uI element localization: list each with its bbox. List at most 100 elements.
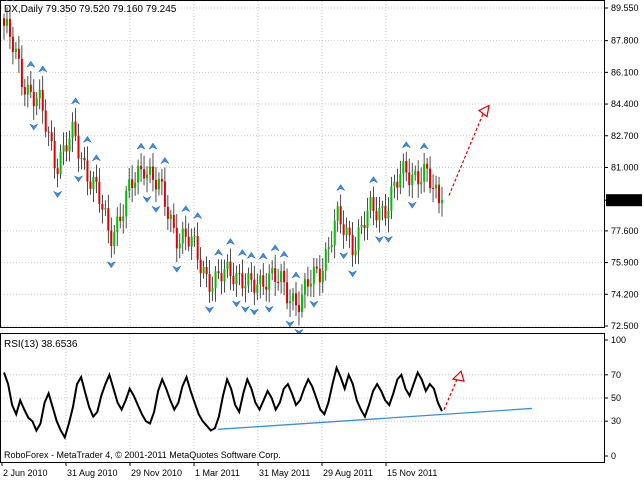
candle bbox=[369, 191, 372, 219]
price-tick-label: 72.500 bbox=[611, 321, 639, 331]
fractal-up-marker bbox=[225, 238, 236, 246]
candle bbox=[300, 284, 303, 318]
time-tick-label: 29 Nov 2010 bbox=[131, 468, 182, 478]
fractal-down-marker bbox=[142, 195, 152, 203]
price-tick-label: 89.550 bbox=[611, 3, 639, 13]
price-tick-label: 86.100 bbox=[611, 67, 639, 77]
fractal-up-marker bbox=[136, 142, 146, 150]
candle bbox=[92, 171, 95, 202]
fractal-up-marker bbox=[70, 97, 81, 105]
rsi-arrow-line bbox=[443, 376, 459, 410]
candle bbox=[363, 211, 366, 241]
candle bbox=[86, 146, 89, 196]
candle bbox=[280, 263, 283, 294]
fractal-down-marker bbox=[240, 305, 251, 313]
time-tick-label: 31 May 2011 bbox=[259, 468, 310, 478]
candle bbox=[256, 273, 259, 301]
candle bbox=[104, 200, 107, 217]
candle bbox=[268, 264, 271, 303]
fractal-down-marker bbox=[285, 320, 295, 328]
rsi-tick-label: 50 bbox=[611, 393, 621, 403]
candle bbox=[360, 216, 363, 235]
candle bbox=[11, 26, 14, 65]
candle bbox=[208, 259, 211, 303]
symbol-header: DX,Daily 79.350 79.520 79.160 79.245 bbox=[4, 4, 177, 15]
candle bbox=[438, 176, 441, 214]
fractal-up-marker bbox=[237, 249, 248, 257]
candle bbox=[378, 196, 381, 233]
candle bbox=[199, 247, 202, 288]
fractal-down-marker bbox=[407, 201, 417, 209]
candle bbox=[372, 186, 375, 225]
candle bbox=[426, 157, 429, 182]
time-axis[interactable]: 2 Jun 2010 31 Aug 2010 29 Nov 2010 1 Mar 20… bbox=[1, 462, 437, 478]
candle bbox=[226, 254, 229, 278]
candle bbox=[357, 219, 360, 265]
candle bbox=[408, 158, 411, 197]
rsi-panel[interactable]: RSI(13) 38.6536 RoboForex - MetaTrader 4… bbox=[0, 333, 605, 463]
candle bbox=[205, 256, 208, 288]
candles bbox=[3, 4, 443, 326]
candle bbox=[101, 194, 104, 224]
fractal-up-marker bbox=[291, 271, 301, 279]
fractal-up-marker bbox=[192, 212, 203, 220]
candle bbox=[232, 262, 235, 291]
candle bbox=[390, 176, 393, 220]
price-tick-label: 81.000 bbox=[611, 162, 639, 172]
candle bbox=[202, 260, 205, 279]
candle bbox=[5, 7, 8, 34]
fractal-down-marker bbox=[151, 205, 161, 213]
price-axis[interactable]: 89.550 87.800 86.100 84.400 82.700 81.000 79.2… bbox=[604, 3, 642, 331]
candle bbox=[259, 269, 262, 299]
candle bbox=[80, 152, 83, 170]
time-tick-label: 29 Aug 2011 bbox=[323, 468, 373, 478]
fractal-up-marker bbox=[335, 184, 346, 192]
fractal-up-marker bbox=[148, 142, 158, 150]
candle bbox=[89, 170, 92, 195]
fractal-down-marker bbox=[29, 123, 39, 131]
candle bbox=[381, 200, 384, 221]
candle bbox=[74, 107, 77, 142]
candle bbox=[289, 289, 292, 318]
price-panel[interactable]: DX,Daily 79.350 79.520 79.160 79.245 bbox=[0, 0, 605, 336]
rsi-support-trendline bbox=[217, 407, 533, 430]
candle bbox=[29, 71, 32, 99]
candle bbox=[399, 160, 402, 195]
candle bbox=[297, 291, 300, 326]
candle bbox=[77, 123, 80, 172]
time-tick-label: 1 Mar 2011 bbox=[195, 468, 240, 478]
candle bbox=[107, 194, 110, 244]
rsi-axis[interactable]: 100 70 50 30 0 bbox=[604, 335, 626, 461]
candle bbox=[387, 197, 390, 233]
candle bbox=[128, 167, 131, 199]
time-tick-label: 31 Aug 2010 bbox=[67, 468, 118, 478]
candle bbox=[110, 217, 113, 258]
candle bbox=[160, 168, 163, 196]
forecast-arrow-head bbox=[477, 104, 490, 118]
candle bbox=[274, 254, 277, 296]
candle bbox=[330, 231, 333, 253]
candle bbox=[95, 164, 98, 194]
candle bbox=[172, 203, 175, 234]
candle bbox=[119, 202, 122, 229]
candle bbox=[122, 204, 125, 234]
candle bbox=[35, 92, 38, 116]
rsi-tick-label: 70 bbox=[611, 370, 621, 380]
candle bbox=[44, 99, 47, 138]
candle bbox=[318, 255, 321, 296]
fractal-down-marker bbox=[309, 300, 319, 308]
candle bbox=[348, 220, 351, 248]
candle bbox=[125, 185, 128, 229]
candle bbox=[223, 259, 226, 293]
candle bbox=[217, 259, 220, 280]
price-tick-label: 75.900 bbox=[611, 258, 639, 268]
candle bbox=[432, 174, 435, 203]
candle bbox=[253, 265, 256, 306]
candle bbox=[220, 259, 223, 295]
candle bbox=[402, 153, 405, 188]
fractal-up-marker bbox=[401, 141, 411, 149]
candle bbox=[312, 257, 315, 298]
candle bbox=[420, 167, 423, 194]
candle bbox=[247, 267, 250, 293]
